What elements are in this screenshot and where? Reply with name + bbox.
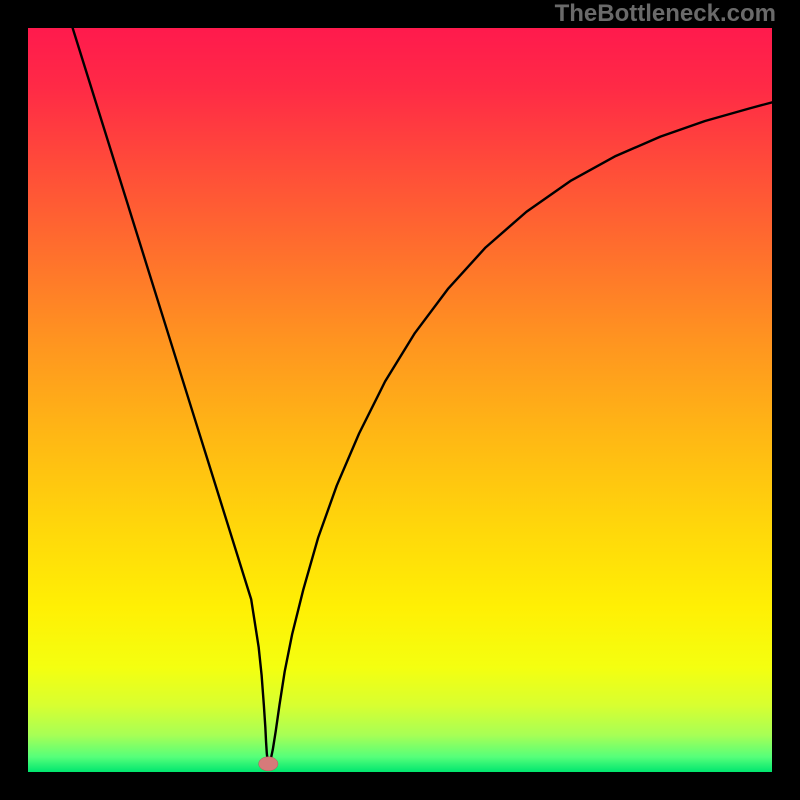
plot-background: [28, 28, 772, 772]
plot-svg: [28, 28, 772, 772]
watermark-text: TheBottleneck.com: [555, 0, 776, 28]
plot-area: [28, 28, 772, 772]
chart-canvas: TheBottleneck.com: [0, 0, 800, 800]
min-marker: [259, 757, 278, 771]
